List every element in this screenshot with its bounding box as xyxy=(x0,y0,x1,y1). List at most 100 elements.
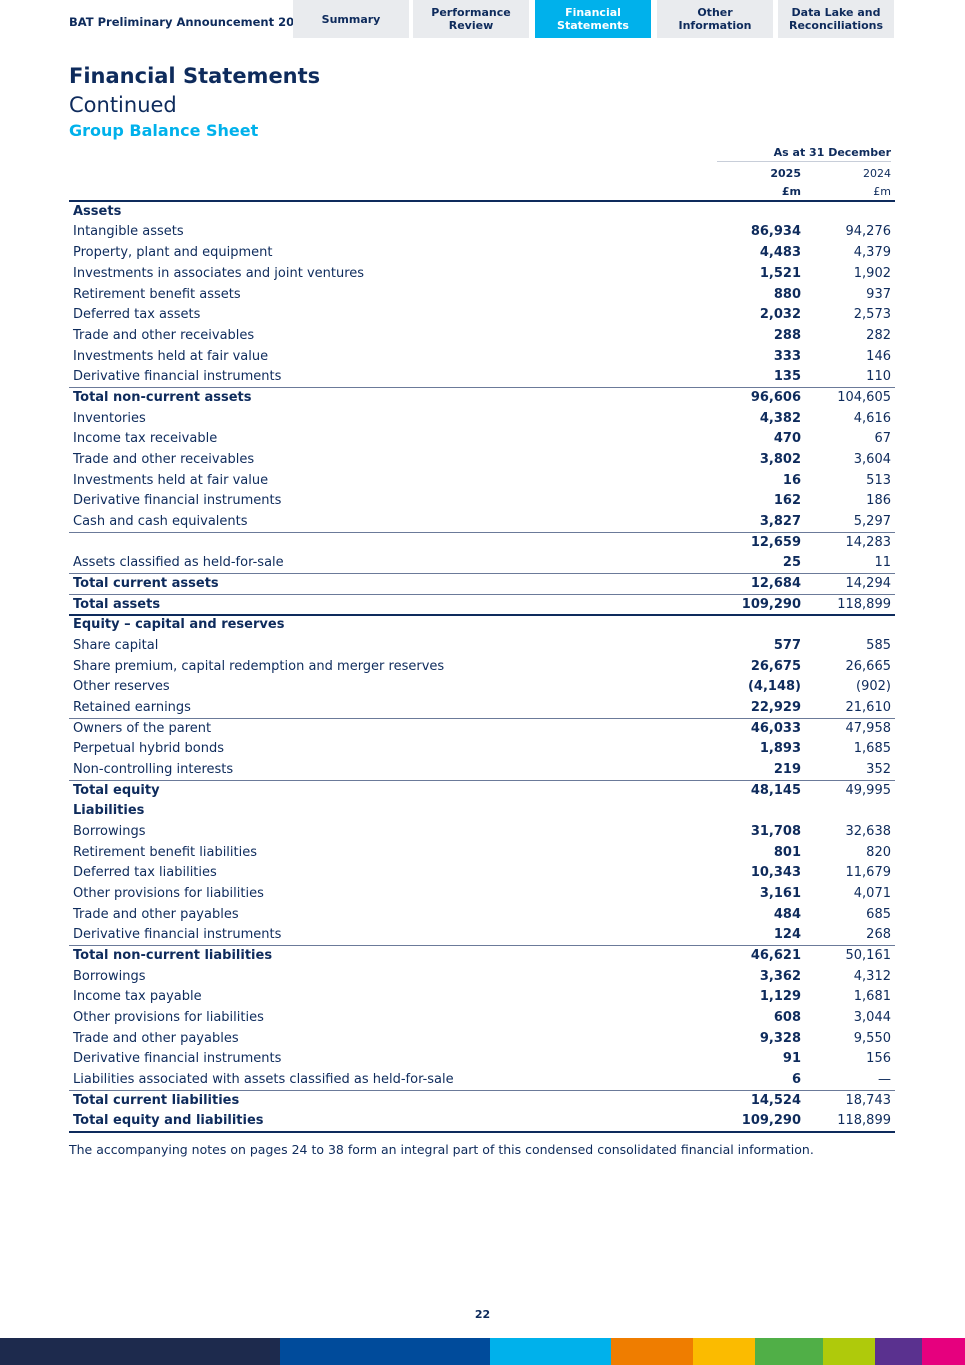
table-row: Property, plant and equipment 4,483 4,379 xyxy=(69,242,895,263)
row-label: Retained earnings xyxy=(73,699,191,715)
value-2025: 135 xyxy=(773,369,801,385)
value-2024: 146 xyxy=(866,348,891,364)
value-2024: 685 xyxy=(866,906,891,922)
table-row: Total equity 48,145 49,995 xyxy=(69,780,895,801)
row-label: Investments in associates and joint vent… xyxy=(73,265,365,281)
nav-tab[interactable]: Other Information xyxy=(657,0,773,38)
value-2024: 352 xyxy=(866,761,891,777)
table-row: Derivative financial instruments 91 156 xyxy=(69,1048,895,1069)
row-label: Borrowings xyxy=(73,823,146,839)
value-2024: 9,550 xyxy=(853,1030,891,1046)
row-label: Trade and other receivables xyxy=(73,327,255,343)
value-2024: 937 xyxy=(866,286,891,302)
row-label: Retirement benefit liabilities xyxy=(73,844,258,860)
value-2024: 156 xyxy=(866,1051,891,1067)
row-label: Total equity and liabilities xyxy=(73,1113,264,1129)
table-row: Income tax receivable 470 67 xyxy=(69,428,895,449)
row-label: Total assets xyxy=(73,596,161,612)
value-2025: 3,161 xyxy=(759,885,801,901)
nav-tab[interactable]: Data Lake and Reconciliations xyxy=(778,0,894,38)
value-2025: 109,290 xyxy=(741,1113,801,1129)
row-label: Trade and other payables xyxy=(73,906,239,922)
table-row: Other reserves (4,148) (902) xyxy=(69,676,895,697)
table-row: Total assets 109,290 118,899 xyxy=(69,594,895,617)
value-2025: 26,675 xyxy=(750,658,801,674)
value-2025: 470 xyxy=(773,431,801,447)
value-2024: — xyxy=(878,1071,891,1087)
table-row: Perpetual hybrid bonds 1,893 1,685 xyxy=(69,738,895,759)
value-2025: 4,483 xyxy=(759,245,801,261)
nav-tab[interactable]: Summary xyxy=(293,0,409,38)
value-2025: 14,524 xyxy=(750,1092,801,1108)
value-2024: 14,283 xyxy=(845,534,892,550)
value-2024: 11,679 xyxy=(845,865,892,881)
value-2024: 4,071 xyxy=(853,885,891,901)
table-row: Deferred tax assets 2,032 2,573 xyxy=(69,304,895,325)
value-2025: 46,033 xyxy=(750,720,801,736)
value-2024: 2,573 xyxy=(853,307,891,323)
value-2025: 333 xyxy=(773,348,801,364)
value-2025: 12,684 xyxy=(750,575,801,591)
value-2025: 9,328 xyxy=(759,1030,801,1046)
value-2025: 4,382 xyxy=(759,410,801,426)
value-2025: 3,827 xyxy=(759,513,801,529)
row-label: Total current assets xyxy=(73,575,219,591)
table-row: Other provisions for liabilities 3,161 4,0… xyxy=(69,883,895,904)
row-label: Total non-current assets xyxy=(73,389,252,405)
nav-tab[interactable]: Financial Statements xyxy=(535,0,651,38)
value-2025: 16 xyxy=(782,472,801,488)
table-row: Total current liabilities 14,524 18,743 xyxy=(69,1090,895,1111)
table-row: Retirement benefit liabilities 801 820 xyxy=(69,842,895,863)
value-2025: 3,362 xyxy=(759,968,801,984)
row-label: Derivative financial instruments xyxy=(73,927,282,943)
color-bar xyxy=(0,1338,965,1365)
table-row: Trade and other payables 9,328 9,550 xyxy=(69,1028,895,1049)
value-2025: 46,621 xyxy=(750,947,801,963)
value-2024: 67 xyxy=(874,431,891,447)
table-row: Total non-current liabilities 46,621 50,16… xyxy=(69,945,895,966)
row-label: Share premium, capital redemption and me… xyxy=(73,658,445,674)
value-2024: 513 xyxy=(866,472,891,488)
value-2024: 186 xyxy=(866,493,891,509)
value-2025: 608 xyxy=(773,1009,801,1025)
row-label: Derivative financial instruments xyxy=(73,1051,282,1067)
value-2025: 1,521 xyxy=(759,265,801,281)
row-label: Total current liabilities xyxy=(73,1092,240,1108)
page-number: 22 xyxy=(474,1308,491,1321)
table-row: Liabilities associated with assets class… xyxy=(69,1069,895,1091)
value-2024: 26,665 xyxy=(845,658,892,674)
footnote: The accompanying notes on pages 24 to 38… xyxy=(69,1142,814,1157)
nav-tab[interactable]: Performance Review xyxy=(413,0,529,38)
unit: £m xyxy=(781,185,801,198)
row-label: Cash and cash equivalents xyxy=(73,513,248,529)
value-2025: 48,145 xyxy=(750,782,801,798)
value-2024: 32,638 xyxy=(845,823,892,839)
row-label: Borrowings xyxy=(73,968,146,984)
table-row: Trade and other receivables 288 282 xyxy=(69,325,895,346)
table-row: Assets xyxy=(69,201,895,222)
table-row: Share premium, capital redemption and me… xyxy=(69,656,895,677)
value-2024: 1,902 xyxy=(853,265,891,281)
value-2025: 109,290 xyxy=(741,596,801,612)
table-row: Other provisions for liabilities 608 3,044 xyxy=(69,1007,895,1028)
value-2024: 585 xyxy=(866,637,891,653)
value-2024: 49,995 xyxy=(845,782,892,798)
row-label: Assets xyxy=(73,203,122,219)
value-2024: 3,604 xyxy=(853,451,891,467)
row-label: Other provisions for liabilities xyxy=(73,885,264,901)
period: As at 31 December xyxy=(717,146,891,162)
value-2024: 118,899 xyxy=(837,596,891,612)
table-row: Non-controlling interests 219 352 xyxy=(69,759,895,781)
row-label: Derivative financial instruments xyxy=(73,493,282,509)
row-label: Income tax receivable xyxy=(73,431,218,447)
value-2025: 1,129 xyxy=(759,989,801,1005)
value-2024: 4,616 xyxy=(853,410,891,426)
table-row: Assets classified as held-for-sale 25 11 xyxy=(69,552,895,575)
value-2024: 1,681 xyxy=(853,989,891,1005)
row-label: Total non-current liabilities xyxy=(73,947,273,963)
table-row: Share capital 577 585 xyxy=(69,635,895,656)
table-row: Intangible assets 86,934 94,276 xyxy=(69,222,895,243)
table-row: Borrowings 31,708 32,638 xyxy=(69,821,895,842)
section-title: Group Balance Sheet xyxy=(69,121,259,140)
